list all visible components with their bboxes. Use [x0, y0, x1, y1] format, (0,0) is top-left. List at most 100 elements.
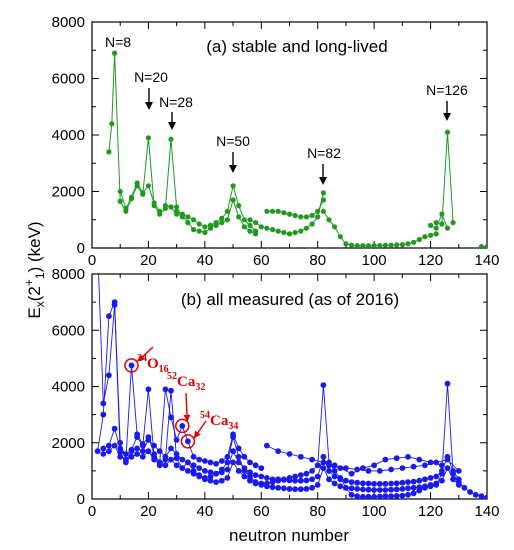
- data-point: [331, 480, 338, 487]
- data-point: [297, 472, 304, 478]
- data-point: [235, 445, 242, 452]
- data-point: [241, 217, 247, 223]
- series-group: [94, 274, 487, 499]
- data-point: [428, 222, 434, 228]
- data-point: [309, 484, 315, 491]
- data-point: [157, 208, 163, 214]
- data-point: [286, 451, 293, 457]
- data-point: [343, 241, 349, 247]
- data-point: [320, 453, 327, 460]
- data-point: [393, 455, 400, 462]
- data-point: [371, 480, 377, 487]
- data-point: [455, 482, 462, 488]
- data-point: [162, 453, 169, 460]
- data-point: [422, 234, 428, 240]
- data-point: [388, 466, 394, 473]
- data-point: [252, 472, 259, 478]
- data-point: [281, 210, 287, 216]
- data-point: [168, 456, 174, 463]
- data-point: [382, 480, 389, 487]
- data-point: [337, 483, 344, 490]
- data-point: [270, 227, 276, 233]
- data-point: [309, 221, 315, 227]
- data-point: [179, 456, 186, 463]
- data-point: [241, 453, 248, 460]
- y-tick-label: 0: [77, 240, 85, 257]
- data-point: [258, 473, 265, 480]
- data-point: [168, 414, 174, 421]
- data-point: [179, 423, 186, 429]
- arrow-head: [145, 102, 153, 110]
- data-point: [484, 244, 487, 248]
- data-point: [348, 485, 355, 492]
- data-point: [326, 462, 332, 469]
- data-point: [411, 239, 417, 245]
- data-point: [224, 466, 231, 473]
- data-point: [270, 208, 276, 214]
- data-point: [275, 484, 282, 491]
- data-point: [376, 468, 383, 474]
- data-point: [162, 462, 169, 469]
- data-point: [484, 494, 487, 499]
- isotope-arrow-head: [183, 414, 191, 422]
- x-tick-label: 20: [140, 503, 157, 520]
- data-point: [281, 477, 287, 483]
- data-point: [140, 190, 146, 196]
- data-point: [433, 480, 440, 487]
- x-tick-label: 100: [362, 503, 387, 520]
- data-point: [292, 212, 298, 219]
- data-point: [422, 483, 428, 490]
- data-point: [427, 482, 434, 488]
- data-point: [224, 475, 231, 481]
- isotope-highlight-circle: [124, 358, 139, 373]
- data-point: [235, 453, 242, 460]
- data-point: [399, 486, 406, 492]
- data-point: [173, 455, 180, 462]
- data-point: [376, 493, 383, 499]
- data-point: [100, 411, 107, 418]
- series-group: [106, 50, 487, 248]
- arrow-head: [319, 177, 327, 185]
- data-point: [145, 183, 151, 189]
- data-point: [320, 459, 327, 466]
- data-point: [405, 453, 411, 460]
- data-point: [106, 149, 112, 155]
- data-point: [202, 468, 208, 474]
- x-tick-label: 80: [309, 252, 326, 269]
- data-point: [444, 456, 451, 463]
- data-point: [422, 476, 428, 483]
- data-point: [422, 462, 428, 469]
- data-point: [185, 468, 191, 474]
- data-point: [258, 482, 265, 488]
- data-point: [478, 493, 485, 499]
- data-point: [185, 438, 191, 445]
- series-line: [436, 132, 454, 225]
- data-point: [354, 243, 360, 248]
- data-point: [382, 493, 389, 499]
- data-point: [320, 465, 327, 471]
- data-point: [297, 453, 304, 460]
- data-point: [247, 222, 253, 228]
- data-point: [156, 448, 163, 455]
- data-point: [405, 491, 411, 498]
- data-point: [253, 220, 259, 226]
- data-point: [393, 480, 400, 487]
- data-point: [162, 386, 169, 393]
- data-point: [190, 470, 197, 477]
- data-point: [173, 451, 180, 457]
- data-point: [219, 215, 225, 221]
- data-point: [247, 228, 253, 234]
- data-point: [478, 244, 484, 248]
- data-point: [365, 480, 372, 487]
- data-point: [326, 476, 332, 483]
- data-point: [427, 459, 434, 466]
- data-point: [106, 442, 112, 449]
- data-point: [371, 243, 377, 248]
- data-point: [139, 453, 146, 460]
- data-point: [247, 217, 253, 223]
- data-point: [472, 491, 479, 498]
- data-point: [213, 222, 219, 228]
- data-point: [297, 486, 304, 493]
- data-point: [382, 456, 389, 463]
